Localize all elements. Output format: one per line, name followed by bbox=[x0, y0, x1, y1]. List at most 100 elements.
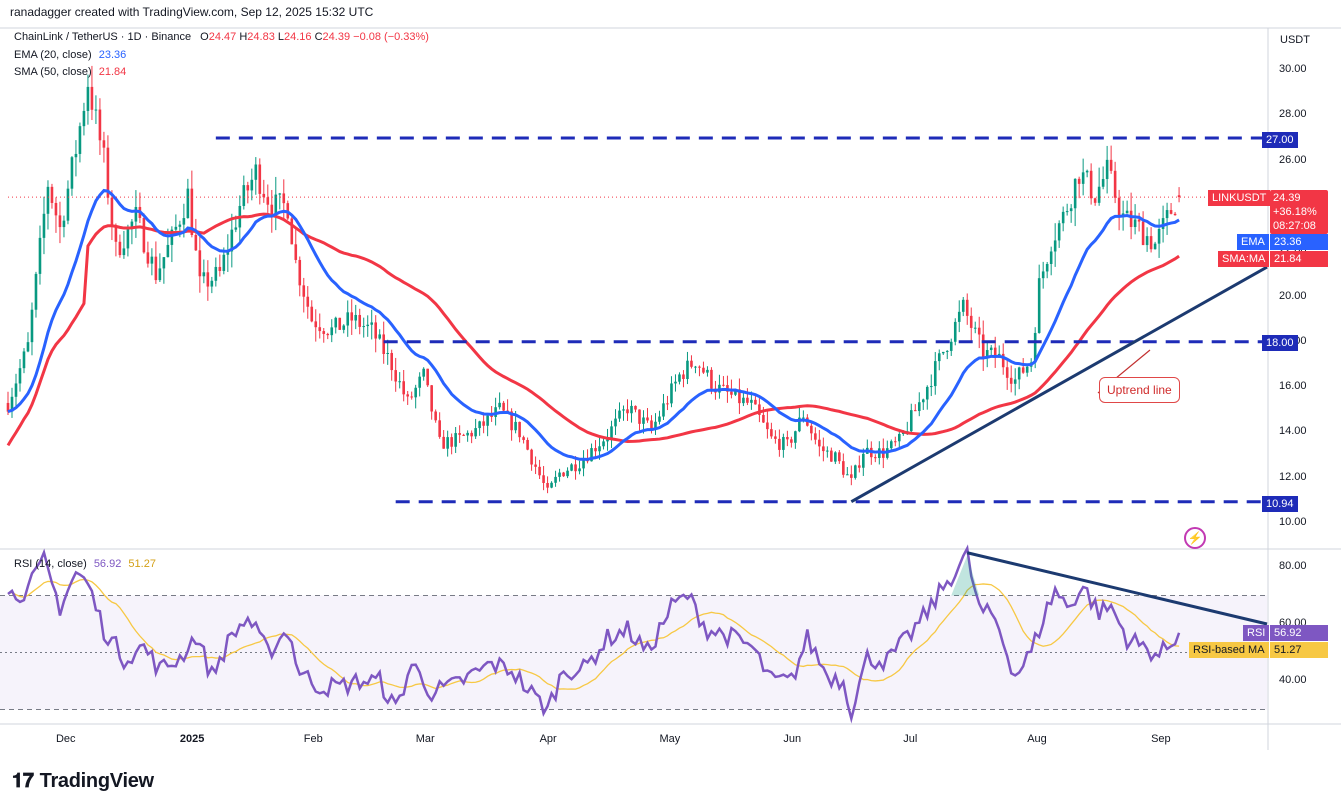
candle-body bbox=[382, 334, 386, 354]
candle-body bbox=[554, 476, 557, 483]
uptrend-annotation[interactable]: Uptrend line bbox=[1099, 377, 1180, 403]
candle-body bbox=[298, 259, 302, 286]
ema-20-line bbox=[7, 188, 1180, 461]
candle-body bbox=[426, 368, 429, 386]
replay-icon[interactable]: ⚡ bbox=[1184, 527, 1206, 549]
candle-body bbox=[798, 417, 801, 432]
candle-body bbox=[134, 206, 138, 222]
candle-body bbox=[210, 280, 214, 287]
candle-body bbox=[90, 86, 94, 110]
candle-body bbox=[706, 369, 709, 373]
candle-body bbox=[1037, 278, 1041, 333]
sma-legend[interactable]: SMA (50, close) 21.84 bbox=[14, 66, 126, 78]
candle-body bbox=[758, 404, 761, 415]
candle-body bbox=[610, 426, 613, 439]
candle-body bbox=[818, 439, 821, 447]
candle-body bbox=[302, 285, 306, 297]
candle-body bbox=[34, 273, 38, 310]
y-tick-label: 14.00 bbox=[1279, 425, 1307, 438]
candle-body bbox=[754, 399, 757, 405]
high-label: H bbox=[239, 31, 248, 43]
sma-name-tag: SMA:MA bbox=[1218, 251, 1270, 267]
candle-body bbox=[522, 437, 525, 440]
candle-body bbox=[834, 452, 837, 462]
candle-body bbox=[26, 342, 30, 352]
candle-body bbox=[1101, 179, 1105, 187]
y-tick-label: 10.00 bbox=[1279, 516, 1307, 528]
candle-body bbox=[790, 439, 793, 443]
candle-body bbox=[1057, 223, 1061, 241]
candle-body bbox=[738, 389, 741, 404]
candle-body bbox=[490, 415, 493, 417]
candle-body bbox=[1137, 219, 1141, 222]
candle-body bbox=[925, 386, 929, 400]
candle-body bbox=[957, 311, 961, 322]
candle-body bbox=[618, 410, 621, 419]
low-value: 24.16 bbox=[284, 31, 312, 43]
sma-legend-value: 21.84 bbox=[98, 66, 127, 78]
candle-body bbox=[526, 439, 529, 450]
candle-body bbox=[98, 109, 102, 141]
rsi-legend-value: 56.92 bbox=[93, 558, 122, 570]
candle-body bbox=[941, 351, 945, 354]
candle-body bbox=[973, 327, 977, 329]
rsi-legend-label: RSI (14, close) bbox=[14, 558, 87, 570]
candle-body bbox=[642, 417, 645, 424]
candle-body bbox=[1133, 219, 1137, 228]
open-value: 24.47 bbox=[208, 31, 237, 43]
candle-body bbox=[710, 369, 713, 389]
candle-body bbox=[750, 399, 753, 403]
candle-body bbox=[1093, 198, 1097, 203]
candle-body bbox=[278, 193, 282, 195]
open-label: O bbox=[200, 31, 209, 43]
candle-body bbox=[114, 225, 118, 242]
candle-body bbox=[670, 383, 673, 404]
candle-body bbox=[686, 360, 689, 380]
level-lines bbox=[215, 136, 1268, 504]
candle-body bbox=[162, 257, 166, 269]
candle-body bbox=[1117, 197, 1121, 216]
candle-body bbox=[58, 215, 62, 228]
candle-body bbox=[502, 402, 505, 411]
candle-body bbox=[430, 385, 433, 412]
rsi-legend[interactable]: RSI (14, close) 56.92 51.27 bbox=[14, 558, 156, 570]
candle-body bbox=[366, 324, 370, 327]
candle-body bbox=[510, 411, 513, 431]
candle-body bbox=[330, 327, 334, 336]
candle-body bbox=[838, 452, 841, 462]
candle-body bbox=[70, 157, 74, 189]
indicator-lines bbox=[6, 188, 1267, 461]
candle-body bbox=[110, 197, 114, 226]
ema-legend[interactable]: EMA (20, close) 23.36 bbox=[14, 49, 126, 61]
x-tick-label: Jul bbox=[903, 733, 918, 745]
candle-body bbox=[985, 350, 989, 359]
candle-body bbox=[130, 221, 134, 228]
candle-body bbox=[418, 376, 421, 388]
candle-body bbox=[390, 352, 393, 371]
candle-body bbox=[282, 193, 286, 204]
rsi-value-tag: 56.92 bbox=[1270, 625, 1328, 641]
candle-body bbox=[198, 250, 202, 277]
rsi-tick-label: 40.00 bbox=[1279, 674, 1307, 686]
candle-body bbox=[965, 299, 969, 316]
candle-body bbox=[6, 402, 10, 412]
candle-body bbox=[146, 252, 150, 264]
candle-body bbox=[530, 449, 533, 465]
currency-label[interactable]: USDT bbox=[1280, 34, 1310, 46]
candle-body bbox=[14, 383, 18, 397]
candle-body bbox=[274, 194, 278, 218]
candle-body bbox=[186, 188, 190, 219]
tradingview-logo[interactable]: 𝟏𝟕 TradingView bbox=[12, 770, 154, 793]
candle-body bbox=[514, 421, 517, 431]
rsi-group bbox=[0, 544, 1268, 724]
candle-body bbox=[893, 441, 897, 443]
candle-body bbox=[909, 410, 913, 432]
candle-body bbox=[698, 366, 701, 368]
candle-body bbox=[482, 421, 485, 426]
symbol-legend[interactable]: ChainLink / TetherUS · 1D · Binance O24.… bbox=[14, 31, 429, 43]
rsi-ma-legend-value: 51.27 bbox=[128, 558, 156, 570]
candle-body bbox=[1009, 377, 1013, 384]
candle-body bbox=[582, 459, 585, 469]
candle-body bbox=[234, 227, 238, 230]
candle-body bbox=[1001, 353, 1005, 368]
